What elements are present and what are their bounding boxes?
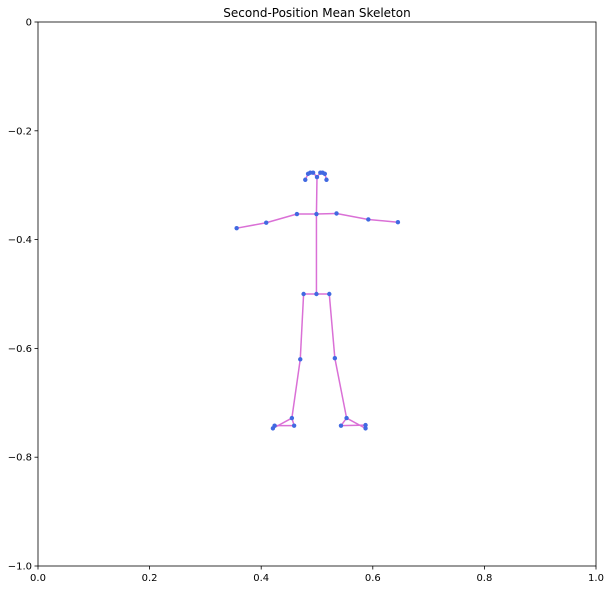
y-tick-label: −0.8 — [8, 453, 32, 464]
joint-right_knee — [332, 355, 338, 361]
y-tick-label: −0.2 — [8, 126, 32, 137]
joint-left_elbow — [264, 220, 269, 225]
chart-title: Second-Position Mean Skeleton — [223, 6, 410, 20]
bone-left_elbow-left_wrist — [236, 221, 267, 229]
y-tick-label: −0.4 — [8, 235, 32, 246]
bone-right_heel-right_foot_index_b — [340, 424, 366, 427]
bone-right_shoulder-right_elbow — [336, 212, 369, 221]
joint-left_wrist — [234, 225, 239, 231]
joint-left_hip — [301, 291, 306, 297]
joint-mid_hip — [314, 291, 319, 297]
joints-layer — [234, 170, 401, 431]
joint-right_eye_outer — [322, 171, 328, 176]
joint-right_ear — [324, 177, 329, 182]
joint-left_ear — [303, 177, 308, 182]
joint-left_shoulder — [294, 211, 300, 217]
joint-left_knee — [298, 357, 303, 362]
bone-nose-neck — [315, 177, 318, 215]
bone-right_ankle-right_foot_index — [346, 417, 366, 430]
bone-left_hip-left_knee — [299, 293, 305, 360]
x-axis: 0.0 0.2 0.4 0.6 0.8 1.0 — [30, 566, 604, 584]
joint-right_shoulder — [334, 211, 339, 216]
bone-neck-right_shoulder — [316, 212, 337, 215]
bone-left_knee-left_ankle — [291, 359, 302, 419]
bones-layer — [236, 171, 398, 430]
joint-nose — [314, 174, 320, 180]
x-tick-label: 0.0 — [30, 573, 46, 584]
joint-left_foot_index_b — [272, 423, 277, 428]
joint-right_foot_index — [363, 426, 368, 431]
joint-left_heel — [291, 423, 297, 428]
joint-right_wrist — [395, 219, 401, 225]
bone-right_hip-right_knee — [328, 293, 336, 359]
y-tick-label: −0.6 — [8, 344, 32, 355]
joint-right_heel — [338, 423, 344, 428]
bone-right_knee-right_ankle — [334, 358, 348, 419]
joint-right_hip — [327, 291, 332, 297]
y-axis: 0 −0.2 −0.4 −0.6 −0.8 −1.0 — [8, 18, 38, 573]
joint-neck — [314, 211, 319, 217]
joint-right_ankle — [344, 415, 349, 421]
joint-right_foot_index_b — [363, 422, 368, 428]
bone-right_elbow-right_wrist — [368, 218, 398, 223]
y-tick-label: −1.0 — [8, 562, 32, 573]
x-tick-label: 0.4 — [253, 573, 269, 584]
bone-left_shoulder-left_elbow — [266, 213, 298, 224]
plot-frame — [37, 21, 597, 567]
x-tick-label: 0.2 — [142, 573, 158, 584]
x-tick-label: 0.6 — [365, 573, 381, 584]
joint-left_eye_outer — [305, 171, 311, 176]
x-tick-label: 0.8 — [476, 573, 492, 584]
y-tick-label: 0 — [26, 18, 32, 29]
joint-right_elbow — [366, 217, 371, 222]
joint-left_ankle — [289, 415, 295, 421]
x-tick-label: 1.0 — [588, 573, 604, 584]
